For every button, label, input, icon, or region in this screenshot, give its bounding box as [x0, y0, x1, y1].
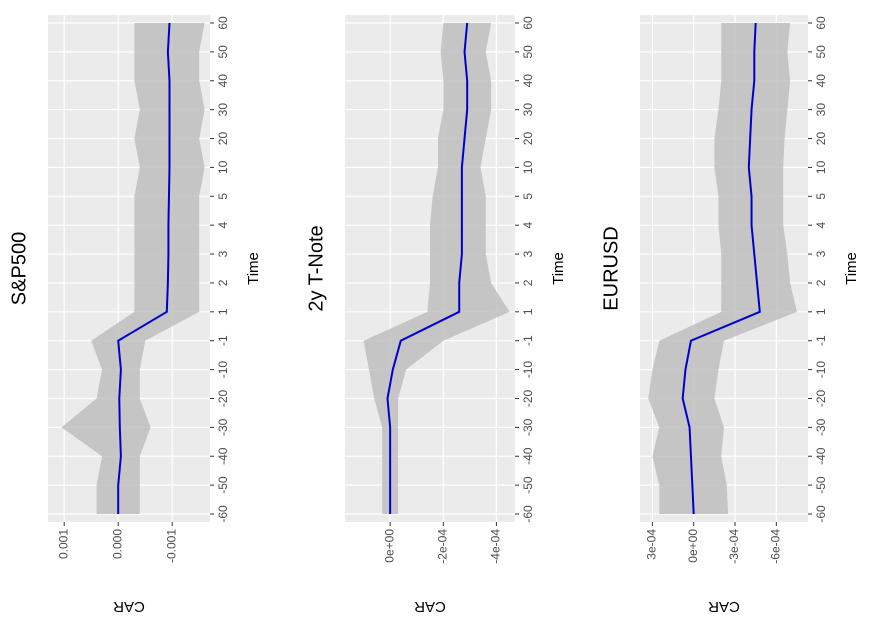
- y-tick-label: 0.001: [56, 529, 70, 559]
- x-tick-label: 1: [216, 308, 230, 315]
- y-tick-label: -2e-04: [435, 529, 449, 564]
- y-axis-title: CAR: [708, 598, 740, 615]
- chart-title: EURUSD: [600, 226, 622, 310]
- x-tick-label: 1: [814, 308, 828, 315]
- x-tick-label: -20: [814, 389, 828, 407]
- y-tick-label: -6e-04: [768, 529, 782, 564]
- x-tick-label: 3: [216, 250, 230, 257]
- x-tick-label: 1: [521, 308, 535, 315]
- x-tick-label: 4: [216, 222, 230, 229]
- x-tick-label: 10: [814, 160, 828, 174]
- x-tick-label: -30: [814, 418, 828, 436]
- y-tick-label: -0.001: [164, 529, 178, 563]
- x-tick-label: 30: [216, 103, 230, 117]
- x-tick-label: 40: [814, 74, 828, 88]
- x-axis-title: Time: [843, 252, 860, 285]
- x-tick-label: 2: [216, 279, 230, 286]
- x-tick-label: -30: [521, 418, 535, 436]
- x-tick-label: -60: [216, 505, 230, 523]
- x-tick-label: 5: [216, 193, 230, 200]
- y-tick-label: 0.000: [110, 529, 124, 559]
- x-tick-label: -50: [521, 476, 535, 494]
- x-tick-label: 20: [521, 132, 535, 146]
- x-tick-label: -60: [814, 505, 828, 523]
- car-line: [681, 22, 761, 515]
- y-tick-label: 0e+00: [686, 529, 700, 563]
- x-tick-label: 10: [521, 160, 535, 174]
- x-tick-label: 2: [521, 279, 535, 286]
- x-tick-label: -20: [521, 389, 535, 407]
- confidence-band: [363, 23, 510, 514]
- x-tick-label: 40: [216, 74, 230, 88]
- x-tick-label: 4: [521, 222, 535, 229]
- x-tick-label: -50: [216, 476, 230, 494]
- x-tick-label: 60: [216, 16, 230, 30]
- y-tick-label: 3e-04: [645, 529, 659, 560]
- x-tick-label: 10: [216, 160, 230, 174]
- y-axis-title: CAR: [414, 598, 446, 615]
- chart-title: 2y T-Note: [305, 225, 327, 311]
- x-tick-label: -50: [814, 476, 828, 494]
- x-tick-label: -10: [521, 361, 535, 379]
- x-tick-label: 2: [814, 279, 828, 286]
- y-axis-title: CAR: [113, 598, 145, 615]
- x-tick-label: -1: [814, 335, 828, 346]
- x-tick-label: -10: [814, 361, 828, 379]
- x-axis-title: Time: [245, 252, 262, 285]
- x-tick-label: -40: [216, 447, 230, 465]
- x-tick-label: 60: [814, 16, 828, 30]
- x-tick-label: -10: [216, 361, 230, 379]
- y-tick-label: 0e+00: [382, 529, 396, 563]
- x-tick-label: 20: [216, 132, 230, 146]
- y-tick-label: -4e-04: [489, 529, 503, 564]
- x-tick-label: 50: [216, 45, 230, 59]
- x-tick-label: 30: [521, 103, 535, 117]
- confidence-band: [648, 23, 797, 514]
- chart-title: S&P500: [8, 232, 30, 305]
- x-tick-label: 5: [814, 193, 828, 200]
- x-tick-label: -1: [216, 335, 230, 346]
- x-tick-label: 50: [521, 45, 535, 59]
- x-tick-label: 3: [814, 250, 828, 257]
- car-line: [117, 22, 171, 514]
- x-tick-label: 20: [814, 132, 828, 146]
- x-tick-label: 4: [814, 222, 828, 229]
- x-tick-label: -1: [521, 335, 535, 346]
- x-tick-label: -30: [216, 418, 230, 436]
- y-tick-label: -3e-04: [727, 529, 741, 564]
- x-tick-label: -60: [521, 505, 535, 523]
- x-tick-label: -40: [814, 447, 828, 465]
- x-tick-label: -20: [216, 389, 230, 407]
- car-line: [386, 22, 469, 514]
- x-tick-label: -40: [521, 447, 535, 465]
- x-tick-label: 3: [521, 250, 535, 257]
- x-tick-label: 60: [521, 16, 535, 30]
- x-tick-label: 5: [521, 193, 535, 200]
- x-tick-label: 30: [814, 103, 828, 117]
- x-tick-label: 40: [521, 74, 535, 88]
- x-axis-title: Time: [550, 252, 567, 285]
- x-tick-label: 50: [814, 45, 828, 59]
